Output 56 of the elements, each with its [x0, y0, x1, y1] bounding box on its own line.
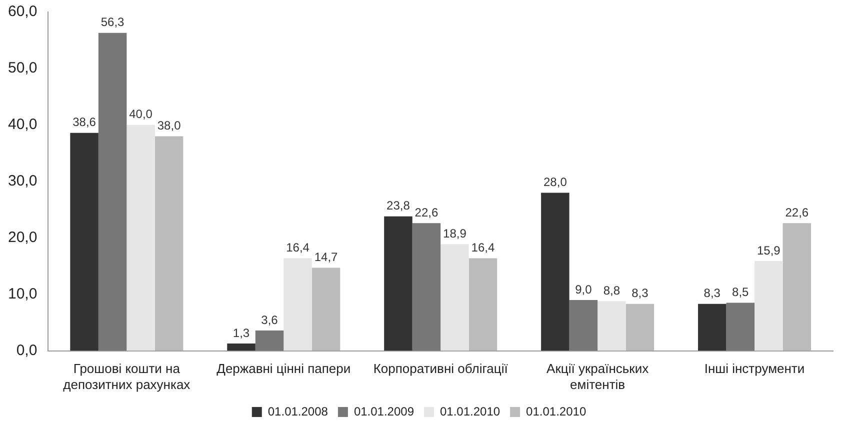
bar: [70, 132, 98, 351]
data-label: 40,0: [129, 107, 153, 122]
bar: [126, 124, 155, 351]
data-label: 14,7: [314, 250, 338, 264]
y-tick-label: 0,0: [16, 342, 38, 359]
bar: [468, 258, 498, 351]
bar: [782, 223, 812, 351]
data-label: 8,8: [603, 283, 620, 298]
data-label: 38,0: [157, 118, 182, 133]
data-label: 8,3: [704, 286, 721, 300]
bar: [698, 304, 726, 351]
data-label: 22,6: [785, 206, 809, 220]
bar: [384, 216, 412, 351]
x-tick-label: Інші інструменти: [704, 361, 805, 376]
bar: [569, 300, 598, 351]
x-tick-label: Корпоративні облігації: [373, 361, 508, 376]
data-label: 56,3: [100, 15, 125, 30]
data-label: 15,9: [756, 243, 781, 258]
data-label: 28,0: [544, 175, 568, 190]
data-label: 16,4: [471, 240, 495, 255]
data-label: 1,3: [232, 326, 250, 340]
data-label: 8,5: [732, 285, 750, 300]
bar: [227, 343, 256, 351]
bar: [598, 301, 626, 351]
legend-label: 01.01.2010: [440, 404, 500, 418]
bar: [98, 32, 127, 351]
bar: [154, 136, 184, 351]
y-tick-label: 50,0: [8, 60, 38, 77]
y-tick-label: 30,0: [8, 172, 38, 190]
y-tick-label: 60,0: [8, 3, 38, 20]
y-tick-label: 40,0: [8, 116, 38, 134]
data-label: 23,8: [386, 198, 410, 213]
bar: [284, 258, 312, 351]
legend-label: 01.01.2008: [268, 404, 328, 418]
data-label: 9,0: [575, 282, 592, 296]
bar: [255, 330, 284, 351]
data-label: 22,6: [414, 206, 438, 220]
legend-label: 01.01.2010: [526, 404, 586, 418]
bar: [440, 244, 469, 351]
data-label: 16,4: [286, 240, 310, 255]
x-tick-label: Грошові кошти на депозитних рахунках: [63, 361, 191, 392]
x-tick-label: Державні цінні папери: [216, 361, 351, 376]
data-label: 3,6: [261, 312, 278, 327]
y-tick-label: 20,0: [8, 229, 38, 246]
bar: [312, 268, 340, 351]
bar: [754, 261, 783, 351]
data-label: 38,6: [72, 115, 96, 130]
legend-label: 01.01.2009: [354, 404, 414, 418]
y-tick-label: 10,0: [8, 285, 38, 302]
bar: [726, 302, 755, 351]
data-label: 18,9: [443, 226, 467, 240]
bar: [541, 192, 570, 351]
bar: [626, 304, 654, 351]
x-tick-label: Акції українських емітентів: [546, 361, 650, 392]
bar: [412, 223, 441, 351]
data-label: 8,3: [632, 286, 649, 300]
